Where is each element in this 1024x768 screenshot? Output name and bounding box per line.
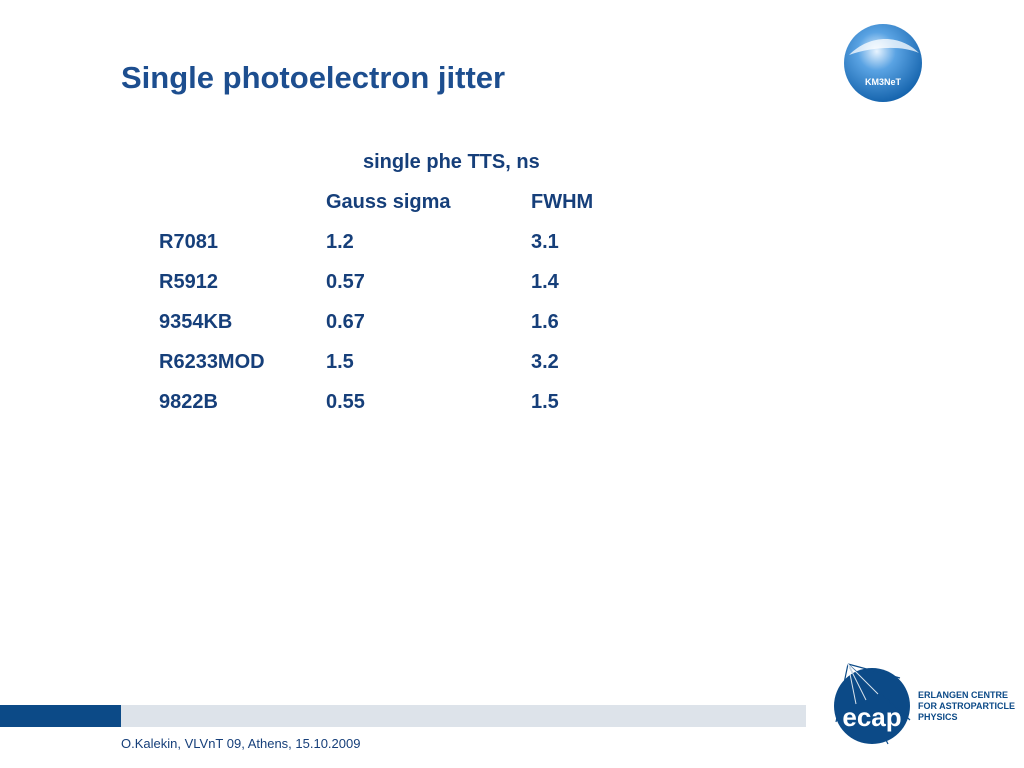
row-name: R7081: [159, 231, 218, 253]
row-name: 9822B: [159, 391, 218, 413]
row-gauss-sigma: 0.67: [326, 311, 365, 333]
row-fwhm: 1.6: [531, 311, 559, 333]
ecap-line2: FOR ASTROPARTICLE: [918, 701, 1015, 711]
row-fwhm: 1.4: [531, 271, 559, 293]
row-gauss-sigma: 0.57: [326, 271, 365, 293]
row-fwhm: 1.5: [531, 391, 559, 413]
footer-bar-light: [121, 705, 806, 727]
row-gauss-sigma: 1.2: [326, 231, 354, 253]
column-header-gauss: Gauss sigma: [326, 191, 451, 213]
table-group-header: single phe TTS, ns: [363, 151, 540, 173]
footer-bar-dark: [0, 705, 121, 727]
row-name: R6233MOD: [159, 351, 265, 373]
km3net-logo-icon: KM3NeT: [844, 24, 922, 102]
ecap-wordmark: ecap: [842, 702, 901, 732]
ecap-logo-icon: ecap ERLANGEN CENTRE FOR ASTROPARTICLE P…: [834, 663, 1015, 745]
row-fwhm: 3.1: [531, 231, 559, 253]
row-gauss-sigma: 1.5: [326, 351, 354, 373]
row-name: 9354KB: [159, 311, 233, 333]
slide-footer: O.Kalekin, VLVnT 09, Athens, 15.10.2009: [121, 736, 361, 751]
row-name: R5912: [159, 271, 218, 293]
km3net-logo-text: KM3NeT: [865, 77, 902, 87]
slide-title: Single photoelectron jitter: [121, 60, 506, 95]
ecap-line3: PHYSICS: [918, 712, 958, 722]
ecap-line1: ERLANGEN CENTRE: [918, 690, 1008, 700]
row-fwhm: 3.2: [531, 351, 559, 373]
row-gauss-sigma: 0.55: [326, 391, 365, 413]
tts-table: single phe TTS, ns Gauss sigma FWHM R708…: [159, 151, 594, 413]
column-header-fwhm: FWHM: [531, 191, 594, 213]
